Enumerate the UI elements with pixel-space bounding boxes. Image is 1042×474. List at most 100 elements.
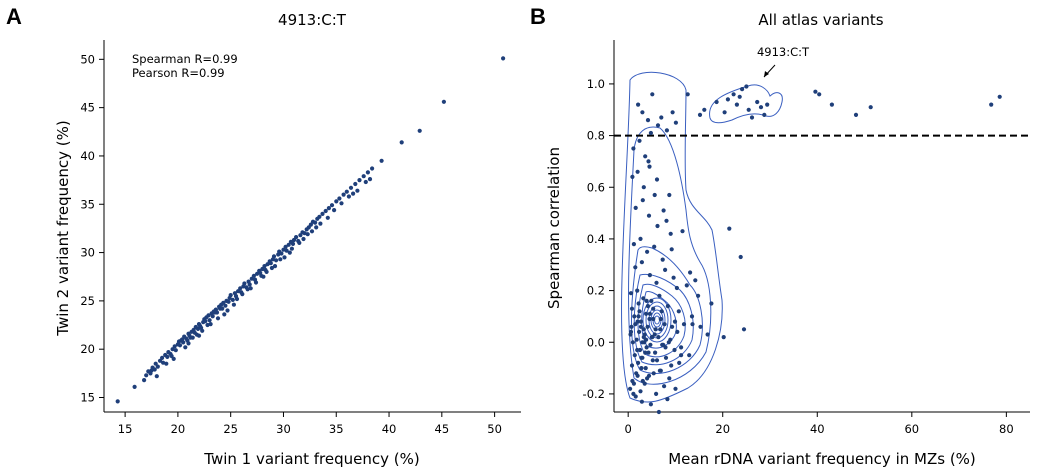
scatter-point: [638, 324, 644, 329]
scatter-point: [631, 242, 637, 247]
scatter-point: [656, 409, 662, 415]
scatter-point: [314, 225, 319, 230]
scatter-point: [687, 353, 692, 358]
scatter-point: [673, 386, 678, 391]
scatter-point: [635, 373, 640, 378]
scatter-point: [142, 378, 147, 383]
scatter-point: [653, 327, 658, 332]
scatter-point: [346, 194, 351, 199]
contour-4: [633, 273, 694, 366]
scatter-point: [357, 178, 362, 183]
scatter-point: [702, 107, 707, 112]
scatter-point: [271, 254, 277, 259]
scatter-point: [709, 301, 714, 306]
scatter-point: [638, 319, 644, 324]
scatter-point: [264, 269, 269, 274]
scatter-point: [633, 205, 638, 210]
scatter-point: [665, 304, 671, 309]
scatter-point: [287, 250, 292, 255]
scatter-point: [631, 146, 636, 151]
scatter-point: [646, 159, 651, 164]
scatter-point: [657, 293, 662, 298]
scatter-point: [660, 342, 665, 347]
scatter-point: [648, 402, 654, 407]
scatter-point: [655, 223, 660, 229]
x-tick-label: 80: [999, 422, 1014, 436]
scatter-point: [746, 107, 751, 112]
contour-upper-cluster: [709, 84, 783, 124]
scatter-point: [636, 301, 641, 306]
scatter-point: [234, 296, 240, 302]
scatter-point: [653, 350, 658, 355]
y-tick-label: 1.0: [587, 77, 605, 91]
scatter-point: [161, 360, 166, 365]
scatter-point: [291, 237, 297, 243]
scatter-point: [228, 293, 233, 298]
scatter-point: [351, 191, 356, 196]
scatter-point: [632, 353, 637, 358]
scatter-point: [649, 298, 654, 303]
scatter-point: [632, 314, 637, 319]
scatter-point: [337, 196, 342, 201]
scatter-point: [308, 222, 313, 227]
scatter-point: [640, 340, 645, 345]
scatter-point: [177, 343, 183, 348]
scatter-point: [326, 206, 331, 211]
scatter-point: [417, 128, 422, 133]
scatter-point: [637, 309, 642, 314]
scatter-point: [690, 322, 695, 327]
scatter-point: [183, 345, 188, 350]
x-tick-label: 40: [382, 422, 397, 436]
scatter-point: [115, 399, 120, 404]
y-tick-label: 35: [80, 197, 95, 211]
scatter-point: [329, 203, 335, 208]
scatter-point: [744, 84, 749, 89]
scatter-point: [305, 232, 310, 237]
x-tick-label: 50: [487, 422, 502, 436]
scatter-point: [313, 220, 318, 225]
scatter-point: [677, 360, 682, 365]
scatter-point: [731, 92, 736, 97]
panel-b-y-label: Spearman correlation: [545, 147, 563, 309]
scatter-point: [651, 306, 656, 311]
x-tick-label: 25: [223, 422, 238, 436]
y-tick-label: 45: [80, 101, 95, 115]
scatter-point: [640, 378, 645, 384]
panel-b-x-label: Mean rDNA variant frequency in MZs (%): [668, 450, 976, 468]
scatter-point: [441, 99, 446, 104]
scatter-point: [289, 246, 294, 251]
scatter-point: [645, 249, 650, 254]
scatter-point: [666, 340, 671, 345]
scatter-point: [643, 366, 648, 371]
scatter-point: [173, 348, 178, 353]
scatter-point: [671, 275, 676, 280]
scatter-point: [679, 345, 684, 350]
y-tick-label: 40: [80, 149, 95, 163]
scatter-point: [323, 208, 328, 214]
scatter-point: [297, 240, 302, 245]
scatter-point: [153, 361, 158, 366]
scatter-point: [332, 208, 337, 213]
scatter-point: [190, 335, 195, 340]
scatter-point: [370, 166, 375, 171]
scatter-point: [639, 355, 644, 360]
scatter-point: [734, 102, 740, 107]
x-tick-label: 60: [904, 422, 919, 436]
scatter-point: [738, 254, 743, 260]
scatter-point: [149, 368, 154, 373]
scatter-point: [655, 123, 661, 128]
y-tick-label: 20: [80, 342, 95, 356]
scatter-point: [639, 399, 645, 404]
panel-b-title: All atlas variants: [758, 11, 883, 29]
scatter-point: [660, 257, 665, 262]
scatter-point: [727, 226, 732, 231]
panel-a-pearson-annotation: Pearson R=0.99: [132, 66, 225, 80]
panel-a-y-ticks: 15 20 25 30 35 40 45 50: [80, 52, 104, 405]
scatter-point: [853, 112, 859, 117]
y-tick-label: -0.2: [583, 387, 605, 401]
scatter-point: [725, 97, 731, 102]
scatter-point: [212, 310, 217, 315]
scatter-point: [679, 353, 684, 358]
scatter-point: [654, 358, 660, 363]
scatter-point: [155, 364, 160, 369]
